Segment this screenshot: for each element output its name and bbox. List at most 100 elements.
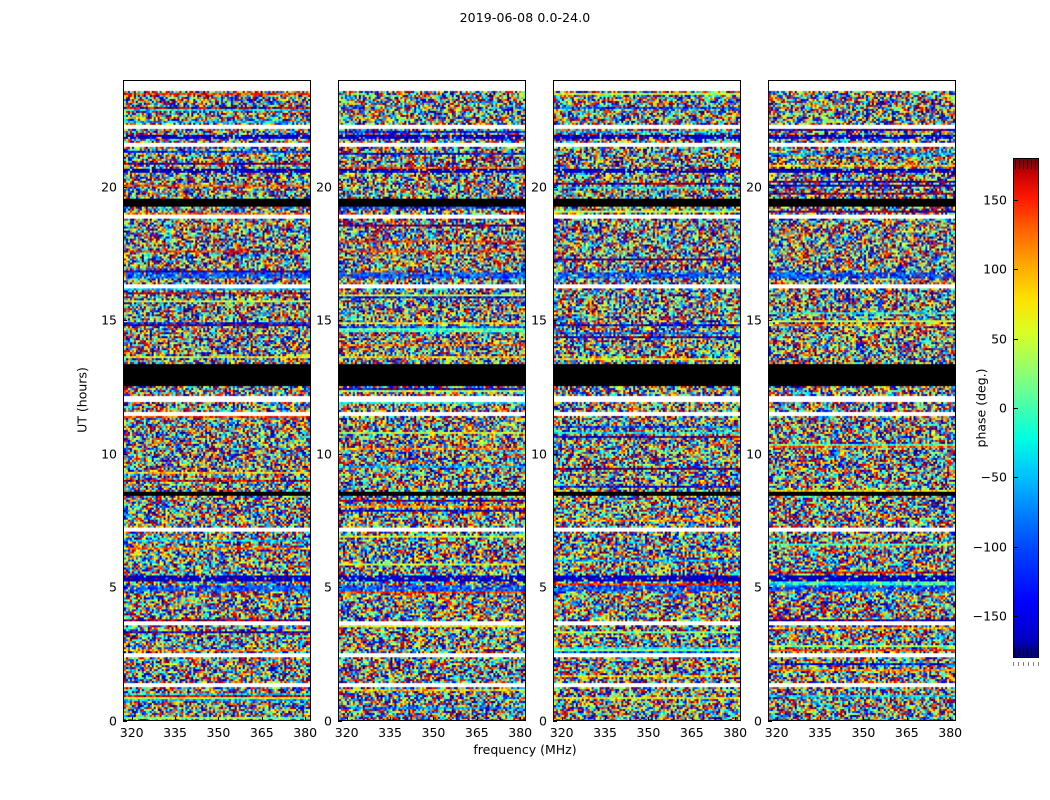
y-tick-label: 5 xyxy=(539,579,547,595)
x-tick-label: 335 xyxy=(163,725,187,740)
x-tick-label: 320 xyxy=(119,725,144,740)
x-tick-label: 320 xyxy=(549,725,574,740)
colorbar-tick-label: 50 xyxy=(991,331,1007,347)
x-tick-label: 350 xyxy=(851,725,876,740)
y-tickmark xyxy=(123,721,127,722)
x-tickmark xyxy=(261,717,263,721)
x-tickmark xyxy=(735,717,737,721)
colorbar-tick-label: −150 xyxy=(972,608,1007,624)
y-axis-label: UT (hours) xyxy=(74,367,90,433)
x-tickmark xyxy=(218,717,220,721)
y-tickmark xyxy=(338,453,342,455)
x-tick-label: 365 xyxy=(464,725,489,740)
x-tickmark xyxy=(346,717,348,721)
panel-yx: YX, V3*V14=EA01*EA27 xyxy=(768,80,956,721)
colorbar-under-range-hatch xyxy=(1015,647,1037,656)
y-tickmark xyxy=(553,320,557,322)
figure-title: 2019-06-08 0.0-24.0 xyxy=(459,10,591,25)
y-tick-label: 15 xyxy=(531,312,547,328)
y-tickmark xyxy=(768,320,772,322)
y-tick-label: 10 xyxy=(316,446,332,462)
y-tickmark xyxy=(553,186,557,188)
y-tick-label: 10 xyxy=(531,446,547,462)
y-tickmark xyxy=(123,587,127,589)
x-tick-label: 320 xyxy=(334,725,359,740)
y-tickmark xyxy=(338,186,342,188)
colorbar-tickmark xyxy=(1013,477,1018,479)
y-tick-label: 5 xyxy=(324,579,332,595)
x-tickmark xyxy=(390,717,392,721)
y-tick-label: 20 xyxy=(746,179,762,195)
y-tickmark xyxy=(123,320,127,322)
x-tick-label: 350 xyxy=(421,725,446,740)
y-tickmark xyxy=(123,453,127,455)
x-axis-label: frequency (MHz) xyxy=(473,742,577,757)
colorbar-tick-label: 0 xyxy=(999,400,1007,416)
x-tick-label: 335 xyxy=(808,725,832,740)
x-tickmark xyxy=(476,717,478,721)
x-tickmark xyxy=(305,717,307,721)
x-tickmark xyxy=(648,717,650,721)
x-tickmark xyxy=(175,717,177,721)
y-tick-label: 20 xyxy=(101,179,117,195)
y-tick-label: 0 xyxy=(324,713,332,729)
y-tick-label: 20 xyxy=(531,179,547,195)
x-tick-label: 380 xyxy=(293,725,318,740)
colorbar xyxy=(1013,158,1039,658)
x-tick-label: 335 xyxy=(593,725,617,740)
y-tick-label: 15 xyxy=(746,312,762,328)
colorbar-bar xyxy=(1013,158,1039,658)
y-tick-label: 0 xyxy=(539,713,547,729)
colorbar-tickmark xyxy=(1013,269,1018,271)
y-tickmark xyxy=(123,186,127,188)
colorbar-tickmark xyxy=(1013,546,1018,548)
y-tick-label: 15 xyxy=(101,312,117,328)
colorbar-tickmark xyxy=(1013,616,1018,618)
y-tickmark xyxy=(768,453,772,455)
x-tickmark xyxy=(863,717,865,721)
panel-yx-heatmap xyxy=(769,81,955,720)
colorbar-tickmark xyxy=(1013,199,1018,201)
panel-xy: XY, V3*V14=EA01*EA27 xyxy=(553,80,741,721)
x-tick-label: 365 xyxy=(249,725,274,740)
y-tick-label: 5 xyxy=(754,579,762,595)
x-tick-label: 350 xyxy=(636,725,661,740)
x-tickmark xyxy=(561,717,563,721)
y-tick-label: 5 xyxy=(109,579,117,595)
x-tickmark xyxy=(820,717,822,721)
colorbar-tick-label: −100 xyxy=(972,539,1007,555)
x-tick-label: 380 xyxy=(723,725,748,740)
panel-xx-heatmap xyxy=(124,81,310,720)
x-tickmark xyxy=(906,717,908,721)
colorbar-tick-label: 150 xyxy=(983,192,1007,208)
x-tickmark xyxy=(776,717,778,721)
colorbar-tick-label: 100 xyxy=(983,261,1007,277)
x-tick-label: 335 xyxy=(378,725,402,740)
y-tick-label: 10 xyxy=(101,446,117,462)
y-tick-label: 15 xyxy=(316,312,332,328)
x-tick-label: 380 xyxy=(508,725,533,740)
x-tickmark xyxy=(433,717,435,721)
x-tick-label: 320 xyxy=(764,725,789,740)
x-tickmark xyxy=(950,717,952,721)
y-tickmark xyxy=(338,721,342,722)
y-tickmark xyxy=(553,587,557,589)
panel-xx: XX, V3*V14=EA01*EA27 xyxy=(123,80,311,721)
y-tickmark xyxy=(768,721,772,722)
colorbar-over-range-hatch xyxy=(1015,160,1037,169)
x-tick-label: 350 xyxy=(206,725,231,740)
y-tick-label: 10 xyxy=(746,446,762,462)
panel-yy-heatmap xyxy=(339,81,525,720)
x-tickmark xyxy=(131,717,133,721)
colorbar-tickmark xyxy=(1013,408,1018,409)
colorbar-tickmark xyxy=(1013,338,1018,340)
x-tickmark xyxy=(691,717,693,721)
y-tick-label: 20 xyxy=(316,179,332,195)
y-tickmark xyxy=(338,320,342,322)
colorbar-gradient xyxy=(1014,159,1038,657)
colorbar-footer-dots xyxy=(1013,662,1039,666)
x-tick-label: 380 xyxy=(938,725,963,740)
y-tickmark xyxy=(338,587,342,589)
y-tickmark xyxy=(553,453,557,455)
panel-xy-heatmap xyxy=(554,81,740,720)
